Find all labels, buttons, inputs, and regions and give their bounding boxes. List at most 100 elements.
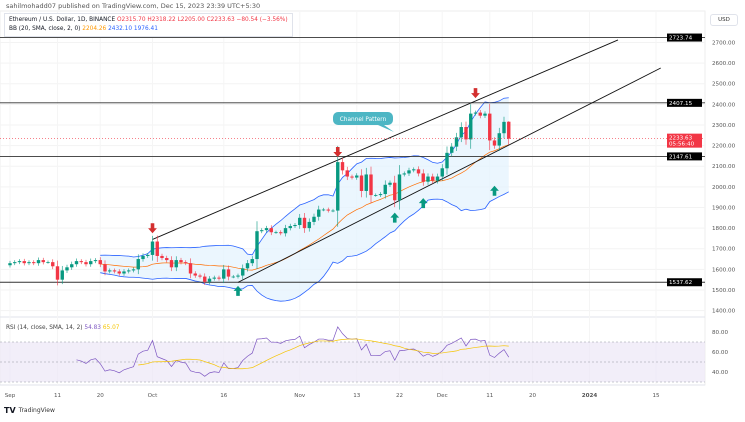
y-tick-label: 2300.00	[712, 123, 736, 129]
candle-body	[231, 276, 235, 278]
rsi-ma-value: 65.07	[102, 325, 120, 331]
channel-upper-trendline	[152, 39, 619, 240]
candle-body	[469, 113, 473, 140]
candle-body	[492, 140, 497, 146]
bb-lower: 1976.41	[133, 26, 158, 32]
bollinger-band-fill	[100, 97, 509, 302]
candle-body	[226, 269, 231, 277]
candle-body	[269, 228, 273, 233]
candle-body	[36, 260, 41, 264]
candle-body	[165, 258, 169, 261]
candle-body	[93, 260, 98, 262]
channel-lower-trendline	[237, 67, 661, 283]
callout-bubble	[333, 112, 394, 132]
x-tick-label: Oct	[148, 393, 158, 399]
y-tick-label: 1400.00	[712, 309, 736, 315]
close-value: C2233.63	[206, 17, 235, 23]
bollinger-basis-line	[100, 144, 509, 271]
rsi-ma-line	[138, 338, 509, 370]
candle-body	[435, 176, 440, 181]
candle-body	[388, 182, 392, 185]
last-price-tag	[667, 133, 702, 148]
level-price-label: 1537.62	[669, 280, 692, 286]
candle-body	[65, 267, 69, 271]
x-tick-label: 16	[220, 393, 228, 399]
candle-body	[112, 270, 117, 272]
candle-body	[497, 133, 501, 146]
buy-arrow-icon	[418, 198, 428, 209]
tradingview-logo: TV TradingView	[4, 406, 55, 415]
candle-body	[336, 162, 340, 211]
publisher-line: sahilmohadd07 published on TradingView.c…	[6, 2, 261, 10]
candle-body	[98, 260, 102, 265]
buy-arrow-icon	[233, 285, 243, 296]
candle-body	[70, 264, 74, 268]
candle-body	[345, 170, 349, 177]
candle-body	[374, 195, 378, 196]
y-tick-label: 2000.00	[712, 185, 736, 191]
candle-body	[22, 261, 26, 264]
candle-body	[283, 228, 288, 234]
candle-body	[146, 254, 150, 256]
y-tick-label: 2100.00	[712, 164, 736, 170]
candle-body	[136, 259, 140, 270]
candle-body	[331, 210, 335, 212]
tv-logo-icon: TV	[4, 406, 16, 415]
candle-body	[160, 255, 164, 259]
candle-body	[416, 169, 421, 174]
candle-body	[250, 259, 254, 264]
low-value: L2205.00	[177, 17, 205, 23]
symbol-label: Ethereum / U.S. Dollar, 1D, BINANCE	[9, 17, 116, 23]
candle-body	[60, 270, 64, 280]
level-price-label: 2407.15	[669, 101, 693, 107]
candle-body	[255, 231, 259, 260]
candle-body	[378, 194, 383, 196]
candle-body	[264, 228, 269, 231]
candle-body	[302, 217, 307, 229]
x-tick-label: 2024	[582, 393, 598, 399]
candle-body	[364, 174, 368, 191]
bollinger-lower-line	[100, 191, 509, 302]
open-value: O2315.70	[116, 17, 146, 23]
candle-body	[8, 263, 12, 266]
candle-body	[307, 221, 311, 229]
last-price-label: 2233.63	[669, 136, 693, 142]
candle-body	[407, 170, 411, 174]
level-price-tag	[667, 152, 702, 161]
candle-body	[203, 276, 207, 282]
rsi-tick-label: 40.00	[712, 370, 728, 376]
candle-body	[222, 269, 226, 279]
x-tick-label: 13	[353, 393, 361, 399]
y-tick-label: 2700.00	[712, 40, 736, 46]
candle-body	[46, 262, 50, 263]
candle-body	[459, 127, 463, 138]
callout-text: Channel Pattern	[340, 117, 387, 123]
candle-body	[236, 275, 240, 277]
chart-legend: Ethereum / U.S. Dollar, 1D, BINANCE O231…	[4, 13, 293, 37]
candle-body	[207, 278, 212, 282]
currency-button[interactable]: USD	[710, 14, 738, 26]
rsi-tick-label: 80.00	[712, 330, 728, 336]
candle-body	[340, 162, 345, 171]
rsi-value: 54.83	[84, 325, 101, 331]
bb-upper: 2432.10	[108, 26, 133, 32]
candle-body	[473, 112, 478, 114]
candle-body	[279, 232, 283, 234]
sell-arrow-icon	[471, 88, 480, 99]
level-price-label: 2723.74	[669, 36, 693, 42]
candle-body	[260, 230, 264, 232]
candle-body	[179, 260, 183, 263]
sell-arrow-icon	[333, 146, 343, 157]
candle-body	[421, 173, 425, 182]
x-tick-label: 22	[396, 393, 403, 399]
candle-body	[51, 262, 55, 267]
y-tick-label: 1600.00	[712, 267, 736, 273]
x-tick-label: Nov	[294, 393, 306, 399]
candle-body	[150, 241, 155, 255]
candle-body	[298, 217, 302, 226]
candle-body	[478, 112, 482, 116]
bb-label: BB (20, SMA, close, 2, 0)	[9, 26, 81, 32]
rsi-label: RSI (14, close, SMA, 14, 2)	[6, 325, 83, 331]
candle-body	[127, 270, 131, 272]
